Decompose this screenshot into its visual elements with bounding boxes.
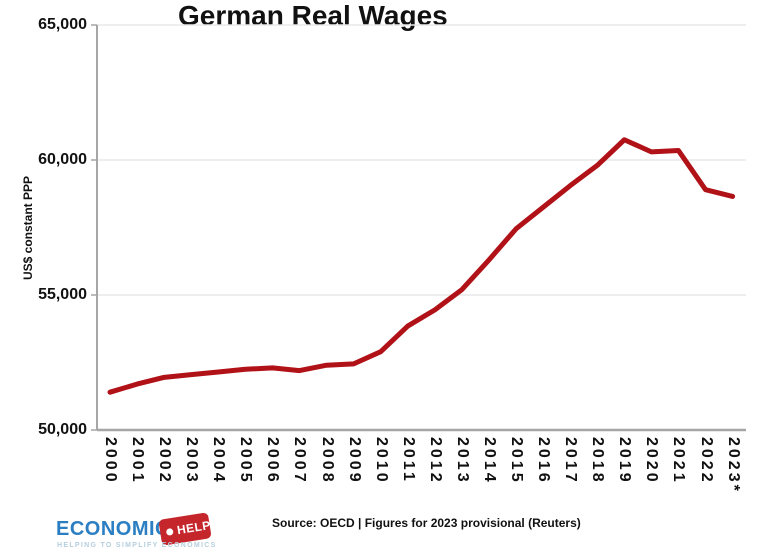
x-tick-label: 2018 [589, 437, 607, 485]
logo-tagline: HELPING TO SIMPLIFY ECONOMICS [57, 542, 217, 549]
x-tick-label: 2008 [318, 437, 336, 485]
tag-hole-icon [165, 527, 174, 536]
x-tick-label: 2012 [426, 437, 444, 485]
x-tick-label: 2000 [102, 437, 119, 485]
y-tick-label: 65,000 [38, 16, 87, 33]
x-tick-label: 2002 [156, 437, 174, 485]
y-tick-label: 50,000 [38, 421, 87, 438]
x-tick-label: 2022 [697, 437, 715, 485]
x-tick-label: 2011 [399, 437, 417, 484]
x-tick-label: 2009 [345, 437, 363, 485]
x-tick-label: 2007 [291, 437, 309, 485]
x-tick-label: 2019 [616, 437, 634, 485]
source-note: Source: OECD | Figures for 2023 provisio… [272, 516, 581, 530]
x-tick-label: 2013 [453, 437, 471, 485]
y-tick-label: 60,000 [38, 151, 87, 168]
x-tick-label: 2020 [643, 437, 661, 485]
x-tick-label: 2001 [129, 437, 147, 485]
economicshelp-logo: ECONOMICS HELP HELPING TO SIMPLIFY ECONO… [56, 512, 256, 554]
chart-title: German Real Wages [178, 0, 448, 31]
y-tick-label: 55,000 [38, 286, 87, 303]
x-tick-label: 2004 [210, 437, 228, 485]
x-tick-label: 2005 [237, 437, 255, 485]
logo-wordmark: ECONOMICS [56, 518, 184, 540]
x-tick-label: 2006 [264, 437, 282, 485]
x-tick-label: 2003 [183, 437, 201, 485]
x-tick-label: 2015 [508, 437, 526, 485]
x-tick-label: 2017 [562, 437, 580, 485]
x-tick-label: 2014 [480, 437, 498, 485]
x-tick-label: 2021 [670, 437, 688, 485]
wage-series-line [107, 137, 736, 395]
logo-tag-text: HELP [176, 518, 212, 538]
x-tick-label: 2016 [535, 437, 553, 485]
x-tick-label: 2023* [724, 437, 742, 494]
x-tick-label: 2010 [372, 437, 390, 485]
